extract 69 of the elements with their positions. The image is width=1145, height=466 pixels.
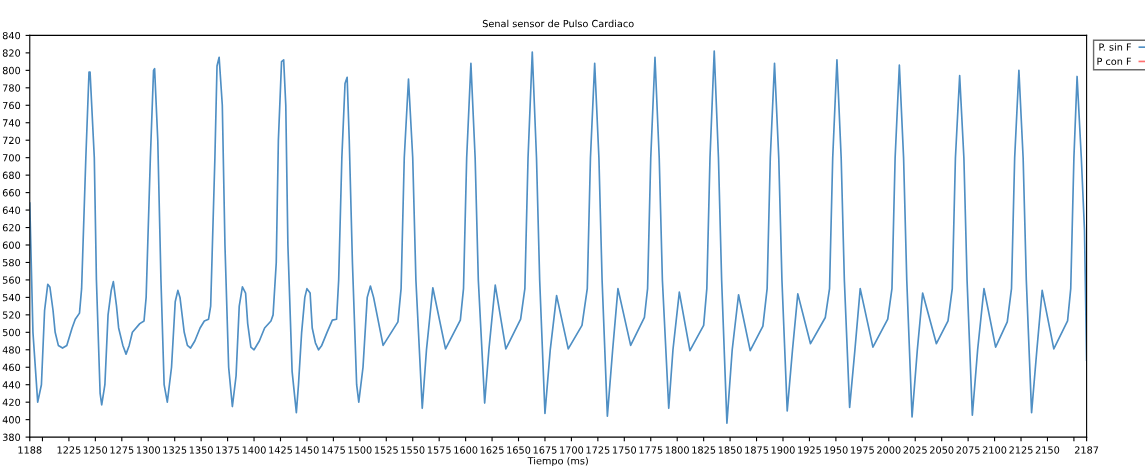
x-tick-label: 1625 [480,446,504,454]
x-tick-label: 2100 [982,446,1007,454]
x-tick-label: 1850 [718,446,742,454]
x-tick-label: 1250 [84,446,108,454]
x-tick-label: 1525 [374,446,398,454]
legend-label: P. sin F [1099,43,1132,51]
x-tick-label: 1750 [613,446,637,454]
y-tick-label: 620 [2,224,21,232]
y-tick-label: 520 [2,311,21,319]
x-tick-label: 2125 [1009,446,1033,454]
x-tick-label: 1825 [692,446,716,454]
x-tick-label: 1188 [18,446,42,454]
x-tick-label: 1925 [798,446,821,454]
y-tick-label: 840 [2,31,21,40]
x-tick-label: 1350 [189,446,213,454]
y-tick-label: 540 [2,293,21,302]
chart-title: Senal sensor de Pulso Cardiaco [482,19,634,28]
y-tick-label: 500 [2,328,21,337]
x-tick-label: 1600 [454,446,478,454]
y-tick-label: 580 [2,258,21,267]
x-tick-label: 1225 [57,446,81,454]
x-tick-label: 1300 [136,446,160,454]
x-tick-label: 1575 [427,446,451,454]
x-tick-label: 1725 [586,446,610,454]
y-tick-label: 740 [2,119,21,127]
x-tick-label: 1675 [533,446,557,454]
x-tick-label: 1900 [771,446,795,454]
y-tick-label: 440 [2,381,21,389]
y-tick-label: 460 [2,363,21,372]
y-tick-label: 640 [2,206,21,214]
x-tick-label: 1275 [110,446,134,454]
x-tick-label: 1475 [322,446,345,454]
y-tick-label: 560 [2,276,21,284]
y-tick-label: 600 [2,241,21,249]
x-tick-label: 1975 [851,446,874,454]
x-tick-label: 1950 [824,446,848,454]
x-tick-label: 2050 [930,446,954,454]
line-series [29,50,1087,424]
y-tick-label: 820 [2,49,21,57]
y-tick-label: 680 [2,171,21,179]
x-tick-label: 1875 [745,446,769,454]
x-tick-label: 1500 [348,446,372,454]
x-tick-label: 1700 [560,446,584,454]
y-tick-label: 720 [2,136,21,145]
x-tick-label: 1425 [269,446,293,454]
x-tick-label: 1325 [163,446,187,454]
x-tick-label: 1775 [639,446,663,454]
y-tick-label: 800 [2,66,21,75]
x-tick-label: 1375 [216,446,240,454]
y-tick-label: 400 [2,416,21,424]
x-tick-label: 1550 [401,446,425,454]
x-tick-label: 2000 [877,446,901,454]
y-tick-label: 480 [2,346,21,354]
x-tick-label: 1650 [507,446,531,454]
y-tick-label: 700 [2,154,21,162]
y-tick-label: 780 [2,84,21,92]
x-tick-label: 1400 [242,446,266,454]
y-tick-label: 660 [2,189,21,197]
x-tick-label: 2150 [1035,446,1060,454]
y-tick-label: 380 [2,433,21,441]
legend-label: P con F [1097,57,1132,65]
x-tick-label: 1450 [295,446,319,454]
y-tick-label: 420 [2,398,21,407]
x-tick-label: 2075 [956,446,980,454]
x-tick-label: 1800 [665,446,689,454]
x-tick-label: 2025 [903,446,927,454]
x-tick-label: 2187 [1074,446,1099,454]
x-axis-title: Tiempo (ms) [527,456,588,466]
y-tick-label: 760 [2,101,21,110]
